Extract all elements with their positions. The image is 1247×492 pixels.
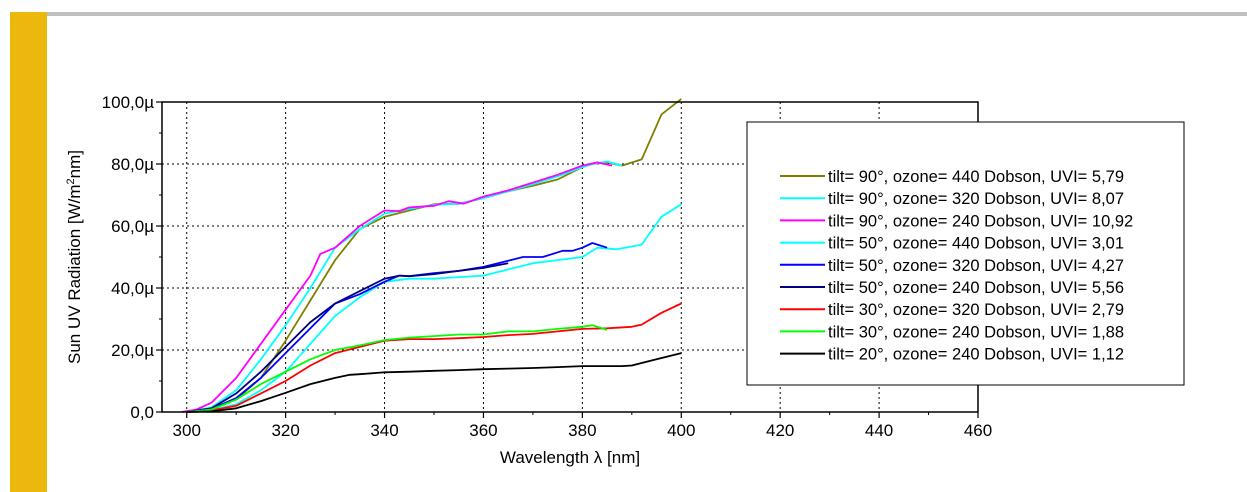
legend-label: tilt= 50°, ozone= 440 Dobson, UVI= 3,01 <box>828 235 1124 253</box>
series-line-5 <box>186 242 608 413</box>
x-tick-label: 400 <box>667 421 695 440</box>
y-tick-label: 20,0µ <box>111 341 154 360</box>
y-tick-label: 60,0µ <box>111 217 154 236</box>
x-tick-label: 380 <box>568 421 596 440</box>
series-line-1 <box>186 98 682 413</box>
legend-label: tilt= 20°, ozone= 240 Dobson, UVI= 1,12 <box>828 346 1124 364</box>
x-tick-label: 420 <box>766 421 794 440</box>
legend-label: tilt= 90°, ozone= 240 Dobson, UVI= 10,92 <box>828 212 1133 230</box>
series-lines <box>181 98 682 413</box>
series-line-7 <box>186 302 682 413</box>
y-tick-label: 80,0µ <box>111 155 154 174</box>
x-tick-label: 320 <box>271 421 299 440</box>
x-tick-label: 300 <box>173 421 201 440</box>
y-axis-label-superscript: 2 <box>65 178 77 184</box>
x-axis-label: Wavelength λ [nm] <box>500 448 640 467</box>
legend-label: tilt= 50°, ozone= 320 Dobson, UVI= 4,27 <box>828 257 1124 275</box>
x-tick-label: 460 <box>964 421 992 440</box>
series-line-2 <box>186 160 623 413</box>
legend-label: tilt= 30°, ozone= 320 Dobson, UVI= 2,79 <box>828 301 1124 319</box>
legend-label: tilt= 90°, ozone= 440 Dobson, UVI= 5,79 <box>828 168 1124 186</box>
y-tick-label: 100,0µ <box>102 93 155 112</box>
series-line-9 <box>186 352 682 413</box>
y-axis-label: Sun UV Radiation [W/m2nm] <box>65 150 84 364</box>
y-axis-label-prefix: Sun UV Radiation [W/m <box>65 184 84 364</box>
series-line-3 <box>181 161 613 413</box>
accent-bar <box>10 12 47 492</box>
y-axis-label-suffix: nm] <box>65 150 84 178</box>
series-line-8 <box>186 324 608 413</box>
series-line-4 <box>186 203 682 413</box>
legend-label: tilt= 30°, ozone= 240 Dobson, UVI= 1,88 <box>828 323 1124 341</box>
y-tick-label: 40,0µ <box>111 279 154 298</box>
series-line-6 <box>186 262 509 413</box>
legend-label: tilt= 50°, ozone= 240 Dobson, UVI= 5,56 <box>828 279 1124 297</box>
x-tick-label: 360 <box>469 421 497 440</box>
legend-label: tilt= 90°, ozone= 320 Dobson, UVI= 8,07 <box>828 190 1124 208</box>
x-tick-label: 440 <box>865 421 893 440</box>
x-tick-label: 340 <box>370 421 398 440</box>
y-tick-label: 0,0 <box>130 403 154 422</box>
top-rule <box>47 12 1247 16</box>
legend: tilt= 90°, ozone= 440 Dobson, UVI= 5,79 t… <box>746 121 1185 386</box>
axis-ticks: 300 320 340 360 380 400 420 440 460 0,0 20,0µ 40,0µ… <box>102 93 993 440</box>
legend-box <box>746 121 1185 386</box>
